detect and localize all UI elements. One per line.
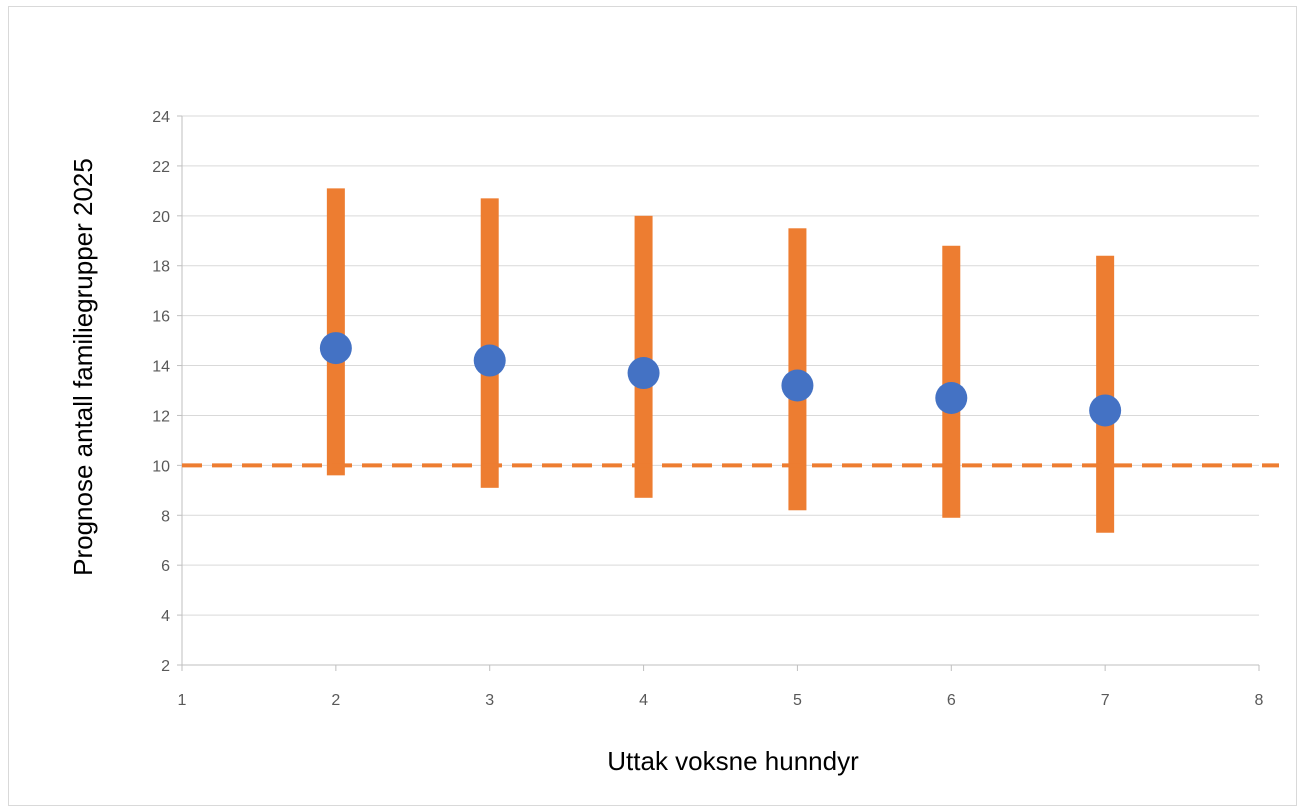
data-points — [320, 332, 1121, 426]
x-tick-label: 5 — [793, 692, 802, 709]
data-point — [474, 345, 506, 377]
y-tick-label: 8 — [161, 508, 170, 525]
range-bar — [1096, 256, 1114, 533]
x-tick-label: 7 — [1101, 692, 1110, 709]
y-tick-label: 4 — [161, 608, 170, 625]
range-bars — [327, 188, 1114, 532]
x-tick-label: 2 — [331, 692, 340, 709]
y-tick-label: 20 — [152, 209, 170, 226]
x-tick-label: 3 — [485, 692, 494, 709]
y-tick-label: 24 — [152, 109, 170, 126]
range-bar — [635, 216, 653, 498]
y-axis-title: Prognose antall familiegrupper 2025 — [68, 158, 98, 576]
x-tick-label: 8 — [1255, 692, 1264, 709]
x-tick-label: 6 — [947, 692, 956, 709]
y-tick-label: 12 — [152, 408, 170, 425]
range-bar — [327, 188, 345, 475]
y-tick-label: 14 — [152, 359, 170, 376]
y-tick-label: 22 — [152, 159, 170, 176]
y-tick-label: 2 — [161, 658, 170, 675]
data-point — [935, 382, 967, 414]
y-tick-label: 18 — [152, 259, 170, 276]
x-tick-label: 1 — [178, 692, 187, 709]
range-bar — [481, 198, 499, 487]
data-point — [781, 370, 813, 402]
range-bar — [942, 246, 960, 518]
y-tick-label: 6 — [161, 558, 170, 575]
x-tick-label: 4 — [639, 692, 648, 709]
data-point — [320, 332, 352, 364]
x-axis-title: Uttak voksne hunndyr — [607, 746, 859, 776]
data-point — [1089, 394, 1121, 426]
range-bar — [788, 228, 806, 510]
y-tick-label: 10 — [152, 458, 170, 475]
y-tick-label: 16 — [152, 309, 170, 326]
data-point — [628, 357, 660, 389]
